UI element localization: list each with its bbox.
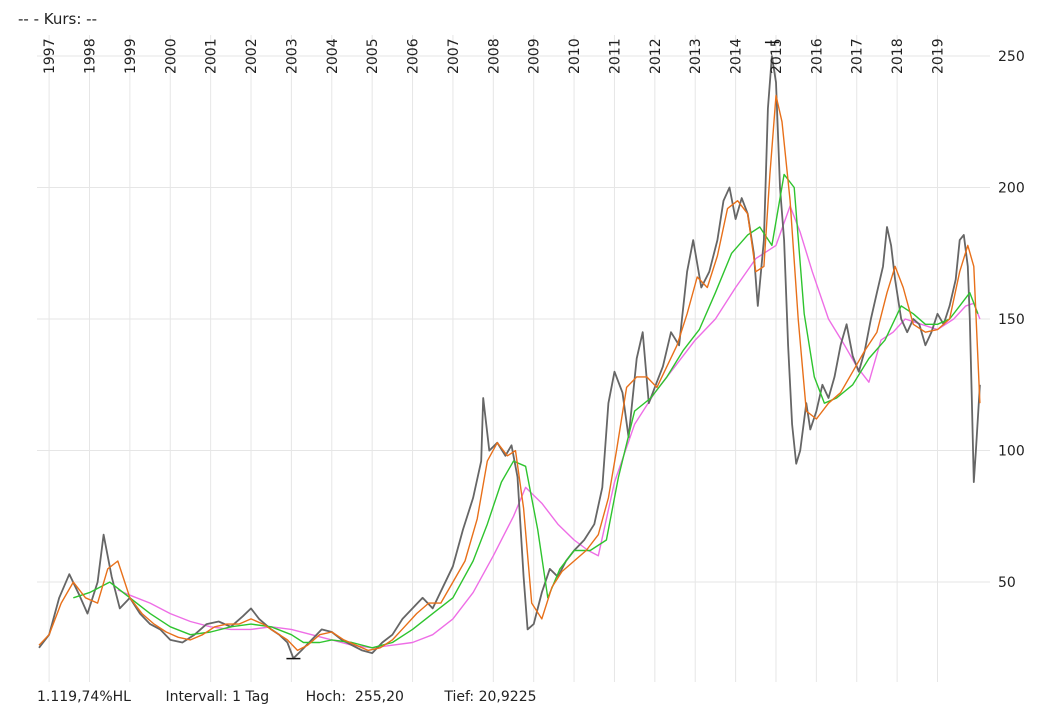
x-tick-label: 2010	[567, 38, 583, 74]
y-tick-label: 100	[998, 444, 1025, 460]
x-tick-label: 2014	[729, 38, 745, 74]
x-tick-label: 2016	[809, 38, 825, 74]
x-tick-label: 2006	[406, 38, 422, 74]
x-tick-label: 2019	[931, 38, 947, 74]
x-tick-label: 2017	[850, 38, 866, 74]
y-tick-label: 200	[998, 181, 1025, 197]
x-tick-label: 2002	[244, 38, 260, 74]
x-tick-label: 2007	[446, 38, 462, 74]
x-tick-label: 2009	[527, 38, 543, 74]
x-tick-label: 2001	[204, 38, 220, 74]
series-line-price	[38, 55, 981, 660]
x-tick-label: 1998	[82, 38, 98, 74]
chart-header: -- - Kurs: --	[18, 10, 97, 28]
x-axis-year-labels: 1997 1998 1999 2000 2001 2002 2003 2004 2005 2006…	[42, 38, 946, 74]
x-tick-label: 2011	[607, 38, 623, 74]
x-tick-label: 1997	[42, 38, 58, 74]
vertical-gridlines	[48, 35, 939, 682]
low-value: 20,9225	[478, 689, 537, 705]
series-layer	[38, 55, 981, 660]
y-axis-labels: 50 100 150 200 250	[998, 49, 1025, 591]
x-tick-label: 2000	[163, 38, 179, 74]
x-tick-label: 2003	[284, 38, 300, 74]
series-line-ma-long	[117, 205, 981, 649]
x-tick-label: 2018	[890, 38, 906, 74]
x-tick-label: 2008	[486, 38, 502, 74]
high-value: 255,20	[354, 689, 404, 705]
high-label: Hoch:	[305, 689, 347, 705]
x-tick-label: 2012	[648, 38, 664, 74]
y-tick-label: 50	[998, 575, 1016, 591]
y-tick-label: 150	[998, 312, 1025, 328]
extreme-markers	[286, 41, 779, 660]
x-tick-label: 2005	[365, 38, 381, 74]
performance-text: 1.119,74%HL	[37, 689, 131, 705]
x-tick-label: 2013	[688, 38, 704, 74]
interval-text: Intervall: 1 Tag	[165, 689, 270, 705]
x-tick-label: 2004	[325, 38, 341, 74]
series-line-ma-short	[38, 94, 981, 652]
horizontal-gridlines	[37, 55, 990, 583]
x-tick-label: 1999	[123, 38, 139, 74]
x-tick-label: 2015	[769, 38, 785, 74]
low-label: Tief:	[444, 689, 475, 705]
y-tick-label: 250	[998, 49, 1025, 65]
chart-footer: 1.119,74%HL Intervall: 1 Tag Hoch: 255,2…	[37, 689, 537, 705]
series-line-ma-mid	[73, 173, 979, 649]
